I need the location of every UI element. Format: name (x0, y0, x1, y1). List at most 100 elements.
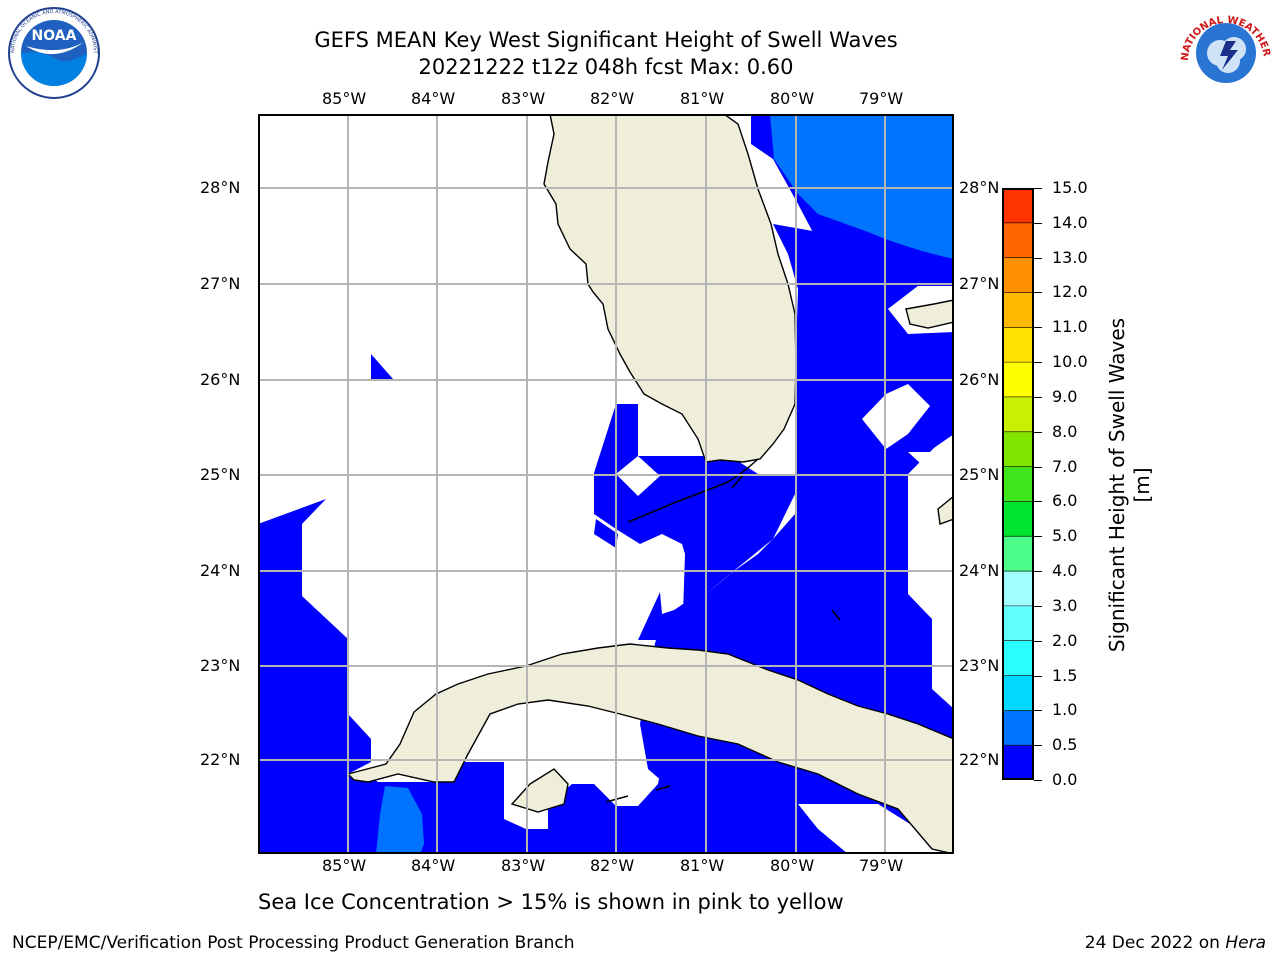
lon-label-bottom: 79°W (859, 856, 904, 875)
lon-label-top: 83°W (501, 89, 546, 108)
colorbar-title: Significant Height of Swell Waves [m] (1105, 317, 1154, 653)
land-florida (346, 113, 955, 855)
colorbar-swatch (1002, 362, 1034, 398)
colorbar-tick (1034, 292, 1042, 294)
noaa-logo-text: NOAA (32, 28, 77, 44)
colorbar-tick-label: 6.0 (1052, 491, 1078, 511)
colorbar-tick (1034, 640, 1042, 642)
map-subtitle: 20221222 t12z 048h fcst Max: 0.60 (418, 55, 794, 79)
colorbar-tick-label: 0.5 (1052, 735, 1078, 755)
map-border (258, 114, 954, 854)
colorbar-tick (1034, 571, 1042, 573)
lon-label-bottom: 83°W (501, 856, 546, 875)
colorbar-tick (1034, 431, 1042, 433)
lat-label-right: 22°N (959, 750, 1000, 769)
lon-label-bottom: 82°W (590, 856, 635, 875)
lat-label-left: 25°N (200, 465, 241, 484)
colorbar-tick (1034, 396, 1042, 398)
colorbar-tick-label: 8.0 (1052, 421, 1078, 441)
florida-keys (605, 458, 841, 803)
noaa-logo: NOAA NATIONAL OCEANIC AND ATMOSPHERIC AD… (1, 2, 104, 105)
map-gridlines (258, 114, 954, 854)
colorbar-tick-label: 9.0 (1052, 386, 1078, 406)
colorbar-tick (1034, 710, 1042, 712)
lat-label-right: 27°N (959, 274, 1000, 293)
colorbar-tick (1034, 466, 1042, 468)
colorbar-tick-label: 1.5 (1052, 665, 1078, 685)
colorbar-swatch (1002, 431, 1034, 468)
colorbar-swatch (1002, 327, 1034, 363)
colorbar-tick (1034, 605, 1042, 607)
lon-label-bottom: 85°W (322, 856, 367, 875)
colorbar-swatch (1002, 257, 1034, 293)
colorbar-swatch (1002, 710, 1034, 746)
colorbar (1002, 188, 1034, 781)
colorbar-border (1002, 188, 1034, 780)
colorbar-swatch (1002, 640, 1034, 677)
lon-label-top: 82°W (590, 89, 635, 108)
swell-height-map (258, 113, 955, 855)
colorbar-tick-label: 4.0 (1052, 561, 1078, 581)
lat-label-right: 28°N (959, 178, 1000, 197)
footer-date: 24 Dec 2022 on Hera (1084, 933, 1266, 953)
lon-label-top: 80°W (770, 89, 815, 108)
lat-label-right: 23°N (959, 656, 1000, 675)
lat-label-left: 24°N (200, 561, 241, 580)
lat-label-left: 27°N (200, 274, 241, 293)
colorbar-swatch (1002, 745, 1034, 781)
lon-label-top: 85°W (322, 89, 367, 108)
colorbar-tick-label: 12.0 (1052, 282, 1088, 302)
colorbar-tick-label: 10.0 (1052, 352, 1088, 372)
lon-label-bottom: 84°W (411, 856, 456, 875)
colorbar-swatch (1002, 501, 1034, 537)
colorbar-swatch (1002, 571, 1034, 607)
colorbar-tick-label: 2.0 (1052, 630, 1078, 650)
colorbar-tick (1034, 501, 1042, 503)
colorbar-tick-label: 13.0 (1052, 247, 1088, 267)
lon-label-top: 79°W (859, 89, 904, 108)
lat-label-left: 28°N (200, 178, 241, 197)
colorbar-tick-label: 0.0 (1052, 770, 1078, 789)
colorbar-tick-label: 5.0 (1052, 526, 1078, 546)
colorbar-swatch (1002, 466, 1034, 502)
colorbar-swatch (1002, 536, 1034, 572)
colorbar-tick (1034, 780, 1042, 781)
colorbar-swatch (1002, 605, 1034, 642)
lon-label-bottom: 81°W (680, 856, 725, 875)
colorbar-tick-label: 7.0 (1052, 456, 1078, 476)
colorbar-tick (1034, 745, 1042, 747)
lat-label-right: 26°N (959, 370, 1000, 389)
sea-ice-note: Sea Ice Concentration > 15% is shown in … (258, 890, 844, 914)
lon-label-top: 81°W (680, 89, 725, 108)
colorbar-swatch (1002, 188, 1034, 224)
colorbar-tick (1034, 675, 1042, 677)
colorbar-tick-label: 11.0 (1052, 317, 1088, 337)
lon-label-top: 84°W (411, 89, 456, 108)
colorbar-swatch (1002, 396, 1034, 433)
lat-label-left: 22°N (200, 750, 241, 769)
colorbar-swatch (1002, 292, 1034, 328)
colorbar-tick (1034, 188, 1042, 189)
colorbar-tick (1034, 362, 1042, 364)
colorbar-swatch (1002, 675, 1034, 711)
colorbar-swatch (1002, 222, 1034, 259)
lon-label-bottom: 80°W (770, 856, 815, 875)
lat-label-right: 24°N (959, 561, 1000, 580)
footer-host: Hera (1225, 933, 1266, 953)
colorbar-tick-label: 15.0 (1052, 178, 1088, 197)
swell-contour-0.5-1 (376, 114, 954, 854)
colorbar-tick-label: 3.0 (1052, 595, 1078, 615)
colorbar-tick (1034, 327, 1042, 329)
lat-label-left: 26°N (200, 370, 241, 389)
lat-label-right: 25°N (959, 465, 1000, 484)
colorbar-tick-label: 14.0 (1052, 212, 1088, 232)
map-canvas (258, 113, 955, 855)
footer-branch: NCEP/EMC/Verification Post Processing Pr… (12, 933, 575, 953)
colorbar-tick (1034, 222, 1042, 224)
colorbar-tick (1034, 257, 1042, 259)
lat-label-left: 23°N (200, 656, 241, 675)
colorbar-swatches (1002, 188, 1034, 781)
colorbar-tick-label: 1.0 (1052, 700, 1078, 720)
nws-logo: NATIONAL WEATHER SERVICE (1172, 0, 1276, 105)
colorbar-tick (1034, 536, 1042, 538)
